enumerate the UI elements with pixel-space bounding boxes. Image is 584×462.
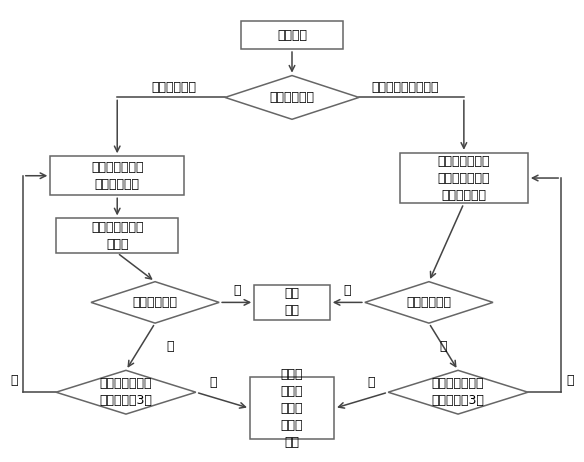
FancyBboxPatch shape <box>56 219 178 253</box>
Text: 暂停打印: 暂停打印 <box>277 29 307 42</box>
Polygon shape <box>56 371 196 414</box>
FancyBboxPatch shape <box>250 377 334 439</box>
Text: 是: 是 <box>367 376 374 389</box>
Text: 否: 否 <box>166 340 173 353</box>
Polygon shape <box>365 282 493 323</box>
Text: 判断是否正确: 判断是否正确 <box>406 296 451 309</box>
Text: 使用激光切割刀
刮除错误位置: 使用激光切割刀 刮除错误位置 <box>91 161 144 191</box>
Text: 是: 是 <box>233 285 241 298</box>
Text: 同一地方错误次
数是否超过3次: 同一地方错误次 数是否超过3次 <box>99 377 152 407</box>
Text: 系统自动更改程
序，将未打印的
位置重新打印: 系统自动更改程 序，将未打印的 位置重新打印 <box>437 154 490 201</box>
FancyBboxPatch shape <box>241 21 343 49</box>
Text: 是: 是 <box>343 285 351 298</box>
Polygon shape <box>91 282 219 323</box>
Text: 同一地方错误次
数是否超过3次: 同一地方错误次 数是否超过3次 <box>432 377 485 407</box>
Text: 继续
打印: 继续 打印 <box>284 287 300 317</box>
Polygon shape <box>225 76 359 119</box>
Text: 判断是否正确: 判断是否正确 <box>133 296 178 309</box>
FancyBboxPatch shape <box>400 153 528 203</box>
FancyBboxPatch shape <box>50 156 184 195</box>
Text: 终止打
印，提
醒操作
者修改
程序: 终止打 印，提 醒操作 者修改 程序 <box>281 368 303 449</box>
FancyBboxPatch shape <box>254 285 330 320</box>
Text: 所规定的位置未打印: 所规定的位置未打印 <box>372 81 439 94</box>
Polygon shape <box>388 371 528 414</box>
Text: 使用错误材料: 使用错误材料 <box>152 81 197 94</box>
Text: 否: 否 <box>440 340 447 353</box>
Text: 否: 否 <box>566 374 573 387</box>
Text: 判断错误类型: 判断错误类型 <box>269 91 315 104</box>
Text: 否: 否 <box>11 374 18 387</box>
Text: 将错误的地方重
新打印: 将错误的地方重 新打印 <box>91 221 144 250</box>
Text: 是: 是 <box>210 376 217 389</box>
